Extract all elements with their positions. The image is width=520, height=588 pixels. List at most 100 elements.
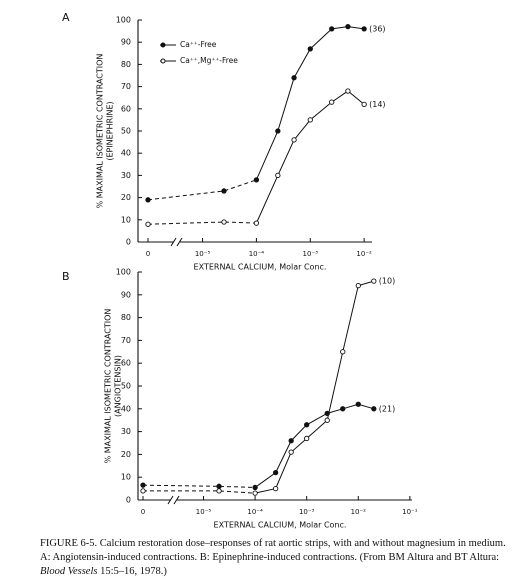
data-point <box>272 485 279 492</box>
series-end-label: (36) <box>369 24 385 33</box>
axis-break <box>170 237 177 247</box>
y-tick-label: 90 <box>121 290 131 299</box>
series-end-label: (21) <box>379 404 395 413</box>
panel-label: A <box>62 11 70 24</box>
y-tick-label: 70 <box>121 82 131 91</box>
panel-label: B <box>62 270 70 283</box>
series-line <box>142 484 256 488</box>
data-point <box>145 221 151 227</box>
data-point <box>355 283 361 289</box>
axis-break <box>167 495 174 505</box>
data-point <box>288 449 294 455</box>
data-point <box>361 26 367 32</box>
y-tick-label: 30 <box>121 427 131 436</box>
series-end-label: (14) <box>369 100 385 109</box>
data-point <box>304 422 310 428</box>
series-line <box>147 179 257 201</box>
y-tick-label: 10 <box>121 473 131 482</box>
series-line <box>147 221 257 225</box>
x-tick-label: 10⁻² <box>351 508 367 516</box>
axis-break <box>173 495 180 505</box>
caption-journal: Blood Vessels <box>40 566 98 577</box>
series-end-label: (10) <box>379 277 395 286</box>
x-tick-label: 10⁻⁴ <box>249 250 265 258</box>
y-axis-label: (EPINEPHRINE) <box>106 101 115 160</box>
data-point <box>216 483 222 489</box>
x-tick-label: 10⁻³ <box>303 250 319 258</box>
data-point <box>221 219 227 225</box>
y-tick-label: 40 <box>121 404 131 413</box>
series-line <box>255 90 365 224</box>
data-point <box>371 278 377 284</box>
data-point <box>304 435 310 442</box>
data-point <box>275 128 281 134</box>
y-tick-label: 80 <box>121 60 131 69</box>
x-tick-label: 0 <box>146 250 150 258</box>
data-point <box>272 469 279 476</box>
y-tick-label: 50 <box>121 127 131 136</box>
x-tick-label: 10⁻⁵ <box>196 508 212 516</box>
data-point <box>145 197 151 203</box>
data-point <box>307 117 313 123</box>
caption-rest: 15:5–16, 1978.) <box>97 566 167 577</box>
caption-text: Calcium restoration dose–responses of ra… <box>40 538 506 563</box>
y-axis-label: (ANGIOTENSIN) <box>114 355 123 417</box>
legend-marker <box>160 58 166 64</box>
caption: FIGURE 6-5. Calcium restoration dose–res… <box>40 537 518 579</box>
data-point <box>140 482 146 488</box>
data-point <box>340 406 346 412</box>
x-tick-label: 10⁻² <box>356 250 372 258</box>
data-point <box>329 99 335 105</box>
y-tick-label: 60 <box>121 359 131 368</box>
y-tick-label: 90 <box>121 38 131 47</box>
data-point <box>140 488 146 494</box>
y-tick-label: 30 <box>121 171 131 180</box>
x-axis-label: EXTERNAL CALCIUM, Molar Conc. <box>194 263 327 272</box>
legend-label: Ca⁺⁺,Mg⁺⁺-Free <box>180 56 238 65</box>
data-point <box>361 101 367 108</box>
y-tick-label: 20 <box>121 193 131 202</box>
data-point <box>216 488 222 494</box>
data-point <box>253 177 260 183</box>
x-tick-label: 10⁻⁵ <box>195 250 211 258</box>
y-tick-label: 0 <box>126 496 131 505</box>
y-tick-label: 40 <box>121 149 131 158</box>
data-point <box>355 401 361 407</box>
data-point <box>291 75 297 81</box>
data-point <box>275 172 281 179</box>
caption-label: FIGURE 6-5. <box>40 538 98 549</box>
y-tick-label: 50 <box>121 382 131 391</box>
data-point <box>291 137 297 143</box>
data-point <box>340 349 346 355</box>
data-point <box>252 490 258 496</box>
x-tick-label: 10⁻³ <box>299 508 315 516</box>
y-tick-label: 80 <box>121 313 131 322</box>
series-line <box>254 403 374 488</box>
data-point <box>329 26 335 32</box>
y-tick-label: 60 <box>121 104 131 113</box>
data-point <box>345 88 351 94</box>
data-point <box>371 406 377 412</box>
y-axis-label: % MAXIMAL ISOMETRIC CONTRACTION <box>96 54 105 209</box>
series-line <box>254 280 374 494</box>
x-tick-label: 10⁻¹ <box>402 508 418 516</box>
axis-break <box>176 237 183 247</box>
data-point <box>324 417 330 423</box>
x-tick-label: 0 <box>141 508 145 516</box>
data-point <box>252 484 258 491</box>
data-point <box>345 24 351 30</box>
data-point <box>288 438 294 444</box>
legend-marker <box>160 42 166 48</box>
x-axis-label: EXTERNAL CALCIUM, Molar Conc. <box>214 521 347 530</box>
y-tick-label: 100 <box>116 16 131 25</box>
data-point <box>253 220 260 226</box>
legend-label: Ca⁺⁺-Free <box>180 40 217 49</box>
y-tick-label: 70 <box>121 336 131 345</box>
x-tick-label: 10⁻⁴ <box>247 508 263 516</box>
y-tick-label: 100 <box>116 268 131 277</box>
y-tick-label: 0 <box>126 238 131 247</box>
y-tick-label: 10 <box>121 215 131 224</box>
data-point <box>221 188 227 194</box>
